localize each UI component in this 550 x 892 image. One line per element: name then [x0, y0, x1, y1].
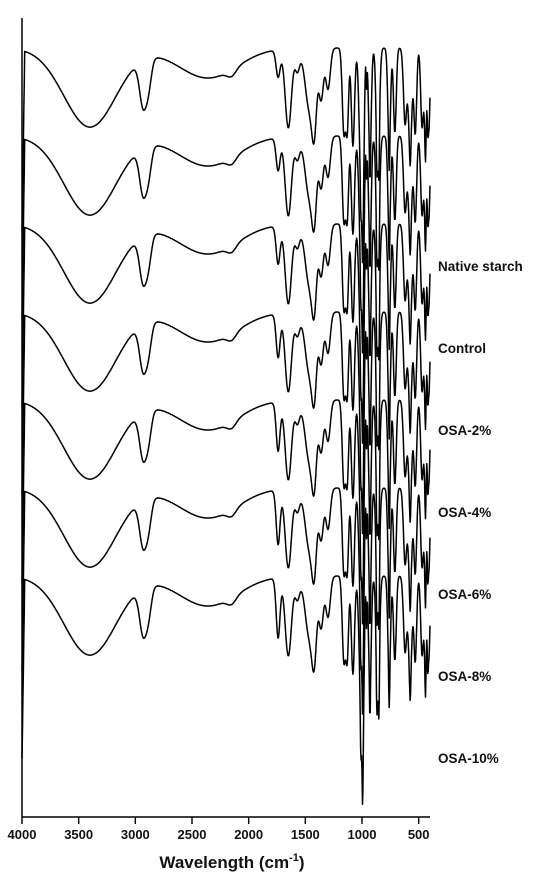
spectrum-line-3: [21, 223, 431, 444]
series-label-4: OSA-4%: [438, 505, 491, 520]
series-label-6: OSA-8%: [438, 669, 491, 684]
spectra-group: [21, 47, 431, 806]
series-label-2: Control: [438, 341, 486, 356]
spectrum-line-1: [21, 47, 431, 264]
x-axis-title: Wavelength (cm-1): [159, 852, 304, 872]
x-axis-ticks: 4000 3500 3000 2500 2000 1500 1000 500: [8, 817, 430, 842]
series-labels: Native starch Control OSA-2% OSA-4% OSA-6% OS…: [438, 259, 523, 766]
x-tick-label-2500: 2500: [178, 827, 207, 842]
spectrum-line-7: [21, 575, 431, 806]
series-label-3: OSA-2%: [438, 423, 491, 438]
spectrum-line-2: [21, 135, 431, 354]
series-label-7: OSA-10%: [438, 751, 499, 766]
x-tick-label-1500: 1500: [291, 827, 320, 842]
spectrum-line-5: [21, 399, 431, 625]
series-label-5: OSA-6%: [438, 587, 491, 602]
x-tick-label-3500: 3500: [64, 827, 93, 842]
x-tick-label-3000: 3000: [121, 827, 150, 842]
spectrum-line-6: [21, 487, 431, 715]
series-label-1: Native starch: [438, 259, 523, 274]
x-tick-label-1000: 1000: [348, 827, 377, 842]
spectrum-line-4: [21, 311, 431, 535]
x-tick-label-500: 500: [408, 827, 430, 842]
x-tick-label-4000: 4000: [8, 827, 37, 842]
x-tick-label-2000: 2000: [234, 827, 263, 842]
